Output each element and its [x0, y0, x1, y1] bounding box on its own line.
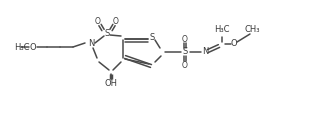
Text: N: N — [88, 38, 94, 47]
Text: O: O — [95, 18, 101, 26]
Text: CH₃: CH₃ — [244, 26, 260, 34]
Text: O: O — [30, 43, 36, 51]
Text: H₃C: H₃C — [214, 26, 230, 34]
Text: H₃C: H₃C — [14, 43, 29, 51]
Text: S: S — [182, 47, 188, 57]
Text: O: O — [182, 34, 188, 43]
Text: OH: OH — [105, 80, 118, 88]
Text: S: S — [149, 34, 155, 43]
Text: O: O — [182, 61, 188, 70]
Text: O: O — [231, 40, 237, 49]
Text: S: S — [104, 28, 110, 38]
Text: N: N — [202, 47, 208, 57]
Text: O: O — [113, 18, 119, 26]
